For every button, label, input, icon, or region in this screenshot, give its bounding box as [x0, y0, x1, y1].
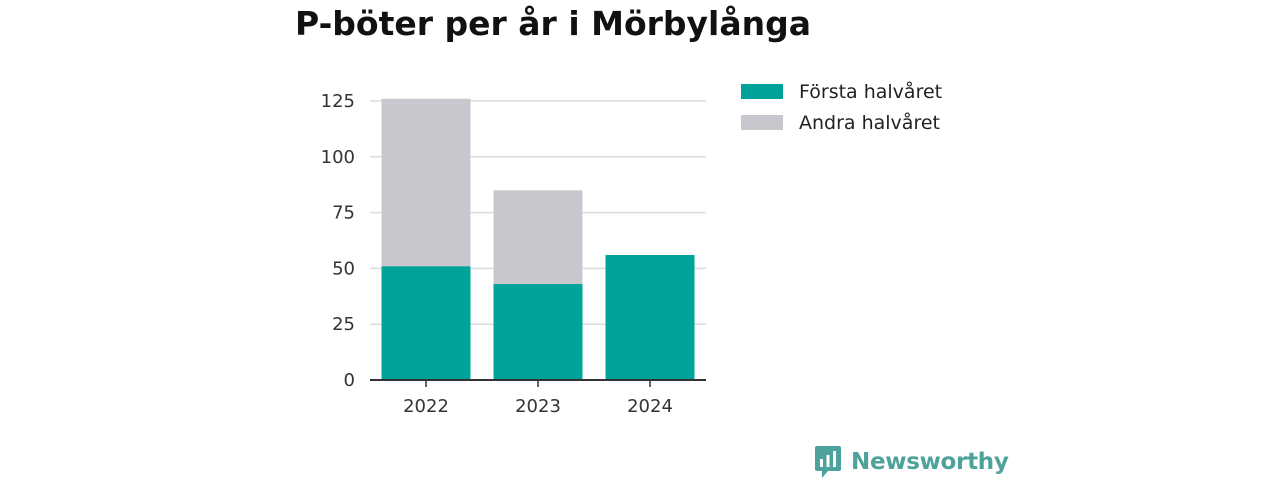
x-tick-label-2022: 2022 [403, 396, 449, 417]
bar-2022-series-1 [381, 98, 471, 267]
bar-chart-bubble-icon [815, 446, 841, 478]
y-tick-label-75: 75 [332, 203, 355, 224]
legend-swatch [741, 84, 783, 99]
bars [381, 98, 695, 380]
legend-item-forsta-halvaret[interactable]: Första halvåret [741, 76, 942, 107]
legend: Första halvåret Andra halvåret [741, 76, 942, 138]
legend-item-andra-halvaret[interactable]: Andra halvåret [741, 107, 942, 138]
legend-label: Första halvåret [799, 80, 943, 103]
y-tick-label-125: 125 [321, 91, 355, 112]
y-tick-label-50: 50 [332, 258, 355, 279]
y-tick-label-100: 100 [321, 147, 355, 168]
x-tick-label-2024: 2024 [627, 396, 673, 417]
y-tick-label-25: 25 [332, 314, 355, 335]
bar-2023-series-0 [493, 284, 583, 380]
bar-2024-series-0 [605, 255, 695, 380]
x-tick-label-2023: 2023 [515, 396, 561, 417]
brand-logo[interactable]: Newsworthy [814, 445, 1009, 479]
brand-name: Newsworthy [851, 449, 1009, 475]
bar-2022-series-0 [381, 266, 471, 380]
legend-swatch [741, 115, 783, 130]
axes: 0 25 50 75 100 125 2022 2023 2024 [321, 91, 706, 417]
legend-label: Andra halvåret [799, 111, 940, 134]
bar-2023-series-1 [493, 190, 583, 285]
y-tick-label-0: 0 [344, 370, 355, 391]
chart-title: P-böter per år i Mörbylånga [295, 4, 811, 43]
